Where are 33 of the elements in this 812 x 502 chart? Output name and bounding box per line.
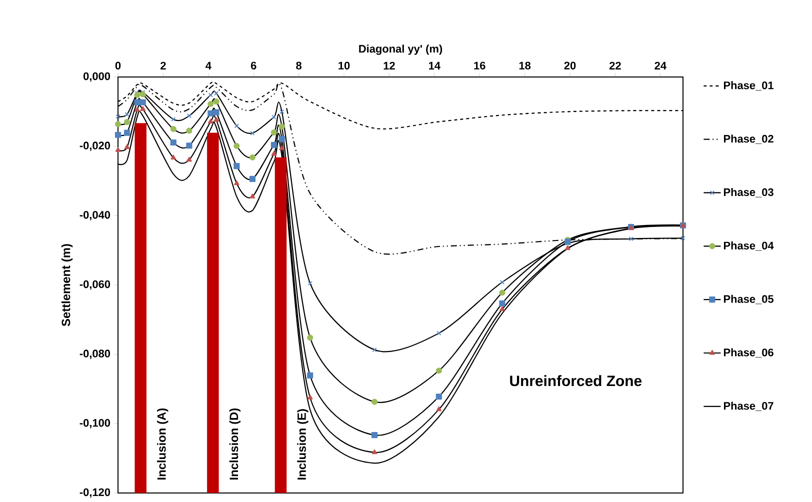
x-tick-label: 24 <box>654 62 666 70</box>
legend-label: Phase_07 <box>724 402 774 411</box>
y-tick-label: -0,120 <box>80 488 110 498</box>
x-tick-label: 18 <box>519 62 531 70</box>
x-tick-label: 0 <box>115 62 121 70</box>
legend-label: Phase_06 <box>724 348 774 358</box>
x-tick-label: 4 <box>206 62 212 70</box>
x-tick-label: 14 <box>428 62 440 70</box>
x-tick-label: 8 <box>296 62 302 70</box>
y-tick-label: -0,040 <box>80 210 110 220</box>
annotation: Inclusion (A) <box>157 408 168 480</box>
y-tick-label: -0,100 <box>80 418 110 428</box>
legend-label: Phase_03 <box>724 188 774 198</box>
x-tick-label: 10 <box>338 62 350 70</box>
annotation: Inclusion (D) <box>229 408 240 480</box>
x-tick-label: 22 <box>609 62 621 70</box>
legend-label: Phase_05 <box>724 294 774 304</box>
x-tick-label: 16 <box>474 62 486 70</box>
x-axis-title: Diagonal yy' (m) <box>359 44 442 55</box>
x-tick-label: 6 <box>250 62 256 70</box>
legend-label: Phase_01 <box>724 81 774 90</box>
annotation: Unreinforced Zone <box>510 375 642 386</box>
x-tick-label: 12 <box>384 62 395 70</box>
annotation: Inclusion (E) <box>297 409 308 480</box>
y-tick-label: -0,080 <box>80 350 110 359</box>
legend-label: Phase_02 <box>724 134 774 144</box>
y-tick-label: -0,060 <box>80 280 110 290</box>
x-tick-label: 2 <box>160 62 166 70</box>
y-tick-label: 0,000 <box>84 72 110 82</box>
y-axis-title: Settlement (m) <box>61 244 73 326</box>
x-tick-label: 20 <box>564 62 576 70</box>
y-tick-label: -0,020 <box>80 142 110 151</box>
legend-label: Phase_04 <box>724 241 774 251</box>
